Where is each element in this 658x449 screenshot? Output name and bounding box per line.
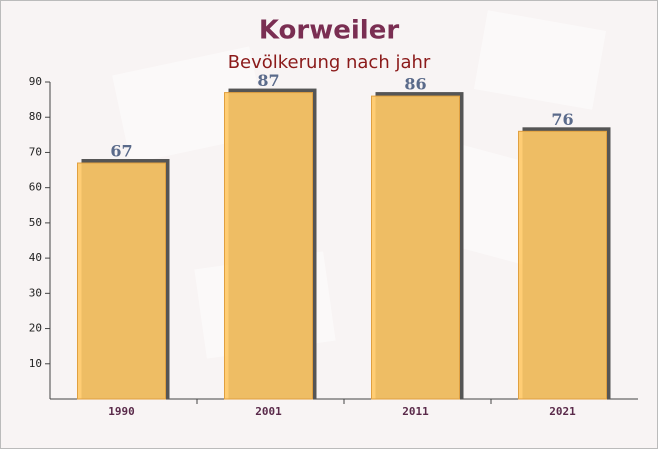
x-tick-label: 1990 [108,405,135,418]
chart-title: Korweiler [259,16,399,46]
bar [371,95,460,400]
y-tick-label: 30 [29,286,42,299]
x-tick-label: 2001 [255,405,282,418]
value-label: 87 [257,71,279,90]
x-tick-label: 2011 [402,405,429,418]
x-tick-label: 2021 [549,405,576,418]
y-tick-label: 90 [29,75,42,88]
bar [224,92,313,400]
bar [77,162,166,400]
y-tick-label: 60 [29,181,42,194]
y-tick-label: 20 [29,322,42,335]
chart-subtitle: Bevölkerung nach jahr [228,52,431,73]
value-label: 76 [551,110,573,129]
value-label: 67 [110,142,132,161]
y-tick-label: 40 [29,251,42,264]
y-tick-label: 10 [29,357,42,370]
y-tick-label: 50 [29,216,42,229]
y-tick-label: 80 [29,110,42,123]
y-tick-label: 70 [29,145,42,158]
bar [518,130,607,400]
value-label: 86 [404,75,426,94]
